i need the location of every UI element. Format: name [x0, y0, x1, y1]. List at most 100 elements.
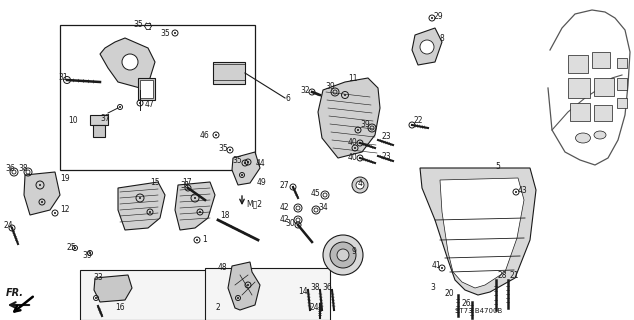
Circle shape — [122, 54, 138, 70]
Text: 8: 8 — [440, 34, 444, 43]
Text: 2: 2 — [216, 303, 221, 313]
Text: 9: 9 — [352, 247, 357, 257]
Bar — [570, 103, 590, 121]
Bar — [60, 25, 255, 170]
Circle shape — [359, 142, 361, 144]
Polygon shape — [140, 80, 153, 98]
Text: 36: 36 — [5, 164, 15, 172]
Text: 24: 24 — [310, 303, 320, 313]
Text: 35: 35 — [232, 156, 242, 164]
Bar — [617, 58, 627, 68]
Text: 48: 48 — [218, 263, 228, 273]
Text: 23: 23 — [382, 132, 392, 140]
Text: 47: 47 — [145, 100, 155, 108]
Text: 19: 19 — [60, 173, 70, 182]
Text: 25: 25 — [66, 244, 75, 252]
Circle shape — [441, 267, 443, 269]
Circle shape — [357, 129, 359, 131]
Text: 1: 1 — [202, 236, 207, 244]
Bar — [213, 62, 245, 84]
Text: 33: 33 — [93, 274, 103, 283]
Text: 5: 5 — [495, 162, 500, 171]
Text: 35: 35 — [160, 28, 170, 37]
Circle shape — [431, 17, 433, 19]
Text: 26: 26 — [462, 300, 472, 308]
Ellipse shape — [576, 133, 590, 143]
Text: 27: 27 — [280, 180, 290, 189]
Circle shape — [139, 102, 141, 104]
Text: 38: 38 — [18, 164, 28, 172]
Polygon shape — [318, 78, 380, 158]
Text: 15: 15 — [150, 178, 160, 187]
Bar — [568, 55, 588, 73]
Circle shape — [95, 297, 97, 299]
Text: 14: 14 — [298, 287, 307, 297]
Polygon shape — [100, 38, 155, 88]
Circle shape — [244, 162, 246, 164]
Circle shape — [215, 134, 217, 136]
Bar — [592, 52, 610, 68]
Text: 18: 18 — [220, 212, 230, 220]
Circle shape — [247, 284, 249, 286]
Circle shape — [174, 32, 176, 34]
Circle shape — [11, 227, 13, 229]
Text: 28: 28 — [498, 270, 507, 279]
Text: 20: 20 — [445, 290, 455, 299]
Text: 37: 37 — [100, 114, 110, 123]
Bar — [80, 270, 210, 320]
Text: 22: 22 — [414, 116, 424, 124]
Bar — [90, 115, 108, 125]
Text: 34: 34 — [318, 203, 328, 212]
Circle shape — [196, 239, 198, 241]
Bar — [594, 78, 614, 96]
Bar — [93, 125, 105, 137]
Polygon shape — [420, 168, 536, 295]
Polygon shape — [412, 28, 442, 65]
Ellipse shape — [594, 131, 606, 139]
Circle shape — [354, 147, 356, 149]
Circle shape — [74, 247, 76, 249]
Circle shape — [352, 177, 368, 193]
Circle shape — [420, 40, 434, 54]
Text: 49: 49 — [257, 178, 267, 187]
Text: 24: 24 — [3, 221, 13, 230]
Text: 39: 39 — [82, 251, 92, 260]
Text: 31: 31 — [180, 180, 190, 189]
Bar — [594, 105, 612, 121]
Circle shape — [66, 79, 68, 81]
Circle shape — [311, 91, 313, 93]
Text: 38: 38 — [310, 283, 320, 292]
Circle shape — [139, 197, 141, 199]
Text: 3: 3 — [430, 284, 435, 292]
Polygon shape — [228, 262, 260, 310]
Circle shape — [292, 186, 294, 188]
Circle shape — [89, 252, 91, 254]
Polygon shape — [175, 182, 215, 230]
Circle shape — [41, 201, 43, 203]
Circle shape — [39, 184, 41, 186]
Polygon shape — [24, 172, 60, 215]
Text: 45: 45 — [311, 188, 321, 197]
Text: 42: 42 — [280, 203, 290, 212]
Circle shape — [337, 249, 349, 261]
Text: 41: 41 — [432, 260, 442, 269]
Text: 17: 17 — [182, 178, 191, 187]
Circle shape — [323, 235, 363, 275]
Text: 43: 43 — [518, 186, 527, 195]
Text: M－2: M－2 — [246, 199, 262, 209]
Text: 32: 32 — [300, 85, 309, 94]
Polygon shape — [138, 78, 155, 100]
Bar — [205, 268, 330, 320]
Polygon shape — [232, 152, 260, 185]
Circle shape — [515, 191, 517, 193]
Text: 40: 40 — [348, 153, 358, 162]
Text: 30: 30 — [285, 219, 295, 228]
Text: 35: 35 — [133, 20, 143, 28]
Text: 39: 39 — [325, 82, 335, 91]
Text: 35: 35 — [218, 143, 228, 153]
Circle shape — [241, 174, 243, 176]
Polygon shape — [118, 182, 165, 230]
Text: 31: 31 — [58, 73, 68, 82]
Circle shape — [119, 106, 121, 108]
Text: 10: 10 — [68, 116, 77, 124]
